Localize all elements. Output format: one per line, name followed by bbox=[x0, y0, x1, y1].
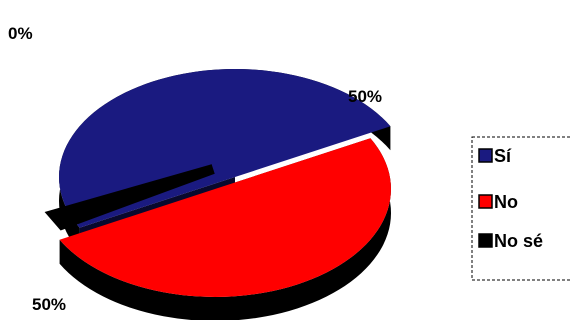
pie-slice-no-top bbox=[59, 138, 391, 297]
legend-item-no: No bbox=[478, 192, 518, 212]
legend-label-no: No bbox=[494, 192, 518, 212]
legend-swatch-si bbox=[478, 148, 493, 163]
legend-label-no-se: No sé bbox=[494, 231, 543, 251]
slice-label-si: 50% bbox=[348, 87, 382, 106]
slice-label-no-se: 0% bbox=[8, 24, 33, 43]
legend: Sí No No sé bbox=[471, 136, 571, 281]
pie-slice-no bbox=[59, 138, 391, 320]
slice-label-no: 50% bbox=[32, 295, 66, 314]
legend-swatch-no bbox=[478, 194, 493, 209]
pie-slice-no-se-wedge bbox=[44, 164, 215, 231]
legend-swatch-no-se bbox=[478, 233, 493, 248]
pie-layer bbox=[44, 69, 391, 320]
legend-item-si: Sí bbox=[478, 146, 512, 166]
pie-slice-no-se bbox=[44, 164, 215, 231]
legend-item-no-se: No sé bbox=[478, 231, 543, 251]
legend-label-si: Sí bbox=[494, 146, 512, 166]
